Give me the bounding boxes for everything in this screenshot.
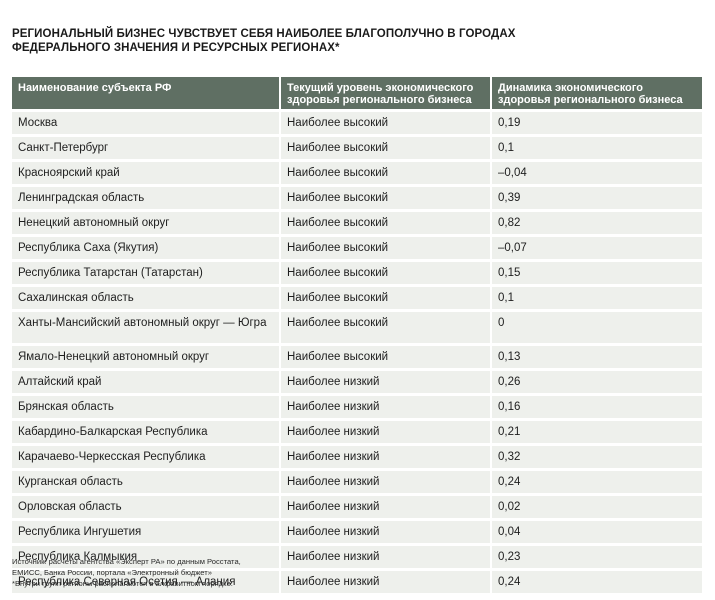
region-name-cell: Республика Ингушетия <box>12 518 280 545</box>
dynamics-cell: 0,02 <box>490 493 702 520</box>
region-name-cell: Республика Калмыкия <box>12 543 280 570</box>
dynamics-cell: –0,07 <box>490 234 702 261</box>
header-row: Наименование субъекта РФ Текущий уровень… <box>12 77 702 111</box>
dynamics-cell: 0 <box>490 309 702 345</box>
current-level-cell: Наиболее высокий <box>279 109 491 136</box>
dynamics-cell: 0,24 <box>490 468 702 495</box>
table-row: Республика Северная Осетия — Алания Наибо… <box>12 568 702 593</box>
title-line-1: РЕГИОНАЛЬНЫЙ БИЗНЕС ЧУВСТВУЕТ СЕБЯ НАИБО… <box>12 28 516 40</box>
table-row: Республика Калмыкия Наиболее низкий 0,23 <box>12 543 702 570</box>
current-level-cell: Наиболее низкий <box>279 493 491 520</box>
header-dynamics: Динамика экономического здоровья региона… <box>490 77 702 111</box>
current-level-cell: Наиболее низкий <box>279 418 491 445</box>
table-row: Карачаево-Черкесская Республика Наиболее … <box>12 443 702 470</box>
table-row: Санкт-Петербург Наиболее высокий 0,1 <box>12 134 702 161</box>
footnote-ordering-note: *Внутри групп регионы располагаются в ал… <box>12 579 233 588</box>
table-row: Ненецкий автономный округ Наиболее высоки… <box>12 209 702 236</box>
region-name-cell: Республика Саха (Якутия) <box>12 234 280 261</box>
dynamics-cell: 0,13 <box>490 343 702 370</box>
region-name-cell: Москва <box>12 109 280 136</box>
current-level-cell: Наиболее низкий <box>279 568 491 593</box>
region-name-cell: Курганская область <box>12 468 280 495</box>
header-current-level: Текущий уровень экономического здоровья … <box>279 77 491 111</box>
header-region: Наименование субъекта РФ <box>12 77 280 111</box>
region-name-cell: Алтайский край <box>12 368 280 395</box>
title-line-2: ФЕДЕРАЛЬНОГО ЗНАЧЕНИЯ И РЕСУРСНЫХ РЕГИОН… <box>12 42 340 54</box>
dynamics-cell: 0,23 <box>490 543 702 570</box>
table-row: Ямало-Ненецкий автономный округ Наиболее … <box>12 343 702 370</box>
table-row: Москва Наиболее высокий 0,19 <box>12 109 702 136</box>
current-level-cell: Наиболее низкий <box>279 543 491 570</box>
table-row: Орловская область Наиболее низкий 0,02 <box>12 493 702 520</box>
region-name-cell: Ненецкий автономный округ <box>12 209 280 236</box>
table-row: Республика Саха (Якутия) Наиболее высокий… <box>12 234 702 261</box>
table-header: Наименование субъекта РФ Текущий уровень… <box>12 77 702 111</box>
dynamics-cell: 0,26 <box>490 368 702 395</box>
region-name-cell: Республика Северная Осетия — Алания <box>12 568 280 593</box>
table-row: Брянская область Наиболее низкий 0,16 <box>12 393 702 420</box>
dynamics-cell: 0,19 <box>490 109 702 136</box>
dynamics-cell: 0,21 <box>490 418 702 445</box>
dynamics-cell: 0,15 <box>490 259 702 286</box>
current-level-cell: Наиболее низкий <box>279 368 491 395</box>
regions-table: Наименование субъекта РФ Текущий уровень… <box>12 77 702 593</box>
region-name-cell: Сахалинская область <box>12 284 280 311</box>
dynamics-cell: 0,82 <box>490 209 702 236</box>
table-row: Кабардино-Балкарская Республика Наиболее … <box>12 418 702 445</box>
current-level-cell: Наиболее высокий <box>279 184 491 211</box>
current-level-cell: Наиболее низкий <box>279 468 491 495</box>
table-row: Республика Татарстан (Татарстан) Наиболее… <box>12 259 702 286</box>
current-level-cell: Наиболее высокий <box>279 209 491 236</box>
current-level-cell: Наиболее высокий <box>279 284 491 311</box>
region-name-cell: Республика Татарстан (Татарстан) <box>12 259 280 286</box>
region-name-cell: Красноярский край <box>12 159 280 186</box>
table-row: Курганская область Наиболее низкий 0,24 <box>12 468 702 495</box>
table-row: Республика Ингушетия Наиболее низкий 0,04 <box>12 518 702 545</box>
current-level-cell: Наиболее низкий <box>279 443 491 470</box>
table-row: Ленинградская область Наиболее высокий 0,3… <box>12 184 702 211</box>
region-name-cell: Ханты-Мансийский автономный округ — Югра <box>12 309 280 345</box>
current-level-cell: Наиболее низкий <box>279 518 491 545</box>
current-level-cell: Наиболее высокий <box>279 259 491 286</box>
current-level-cell: Наиболее высокий <box>279 309 491 345</box>
table-row: Ханты-Мансийский автономный округ — Югра… <box>12 309 702 345</box>
footnote-source-line-2: ЕМИСС, Банка России, портала «Электронны… <box>12 568 212 577</box>
region-name-cell: Ямало-Ненецкий автономный округ <box>12 343 280 370</box>
page-title: РЕГИОНАЛЬНЫЙ БИЗНЕС ЧУВСТВУЕТ СЕБЯ НАИБО… <box>12 27 532 55</box>
dynamics-cell: 0,39 <box>490 184 702 211</box>
table-row: Алтайский край Наиболее низкий 0,26 <box>12 368 702 395</box>
dynamics-cell: 0,1 <box>490 134 702 161</box>
table-body: Москва Наиболее высокий 0,19 Санкт-Петербур… <box>12 109 702 593</box>
footnote: Источник: расчеты агентства «Эксперт РА»… <box>12 556 342 589</box>
current-level-cell: Наиболее низкий <box>279 393 491 420</box>
dynamics-cell: 0,1 <box>490 284 702 311</box>
current-level-cell: Наиболее высокий <box>279 159 491 186</box>
table-row: Сахалинская область Наиболее высокий 0,1 <box>12 284 702 311</box>
current-level-cell: Наиболее высокий <box>279 343 491 370</box>
dynamics-cell: 0,04 <box>490 518 702 545</box>
dynamics-cell: 0,32 <box>490 443 702 470</box>
region-name-cell: Орловская область <box>12 493 280 520</box>
table-row: Красноярский край Наиболее высокий –0,04 <box>12 159 702 186</box>
region-name-cell: Ленинградская область <box>12 184 280 211</box>
region-name-cell: Кабардино-Балкарская Республика <box>12 418 280 445</box>
region-name-cell: Санкт-Петербург <box>12 134 280 161</box>
dynamics-cell: –0,04 <box>490 159 702 186</box>
current-level-cell: Наиболее высокий <box>279 234 491 261</box>
region-name-cell: Карачаево-Черкесская Республика <box>12 443 280 470</box>
footnote-source-line-1: Источник: расчеты агентства «Эксперт РА»… <box>12 557 241 566</box>
dynamics-cell: 0,16 <box>490 393 702 420</box>
dynamics-cell: 0,24 <box>490 568 702 593</box>
region-name-cell: Брянская область <box>12 393 280 420</box>
current-level-cell: Наиболее высокий <box>279 134 491 161</box>
